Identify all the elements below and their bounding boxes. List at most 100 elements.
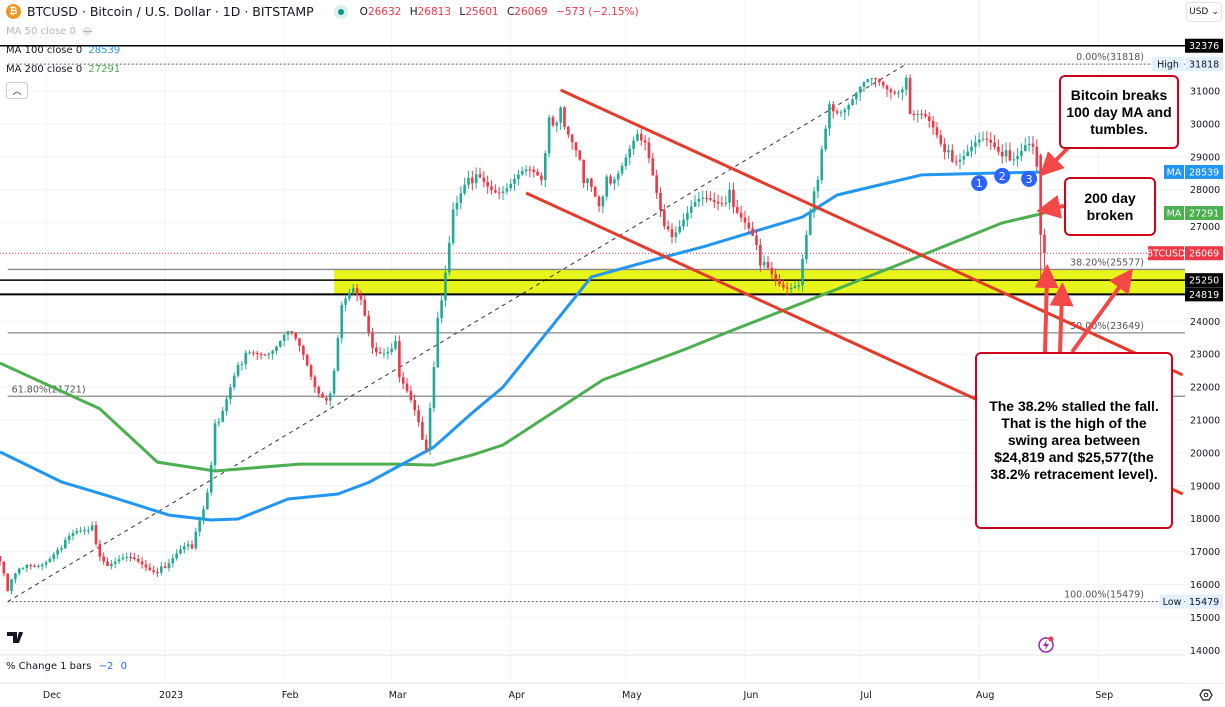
- lightning-icon[interactable]: [1038, 636, 1054, 653]
- candle: [770, 262, 774, 281]
- candle-body: [183, 546, 186, 550]
- fibonacci-retracement[interactable]: 0.00%(31818) 38.20%(25577) 50.00%(23649) 61…: [7, 52, 1185, 603]
- candle: [1035, 139, 1039, 171]
- candle-body: [371, 332, 374, 348]
- candle-body: [655, 175, 658, 193]
- price-axis[interactable]: 14000 15000 16000 17000 18000 19000 20000 21000…: [1147, 0, 1225, 683]
- candle-body: [766, 261, 770, 268]
- candle: [1012, 151, 1016, 166]
- candle-body: [478, 174, 482, 178]
- candle: [217, 417, 221, 427]
- currency-select[interactable]: USD ⌄: [1186, 2, 1222, 22]
- candle: [920, 109, 923, 120]
- candle-body: [912, 114, 916, 116]
- candle: [186, 540, 190, 551]
- candle: [801, 254, 804, 292]
- candle: [351, 284, 355, 296]
- candle-body: [190, 544, 194, 549]
- low-value: 25601: [465, 5, 499, 18]
- candle-body: [793, 286, 797, 288]
- candle-body: [375, 347, 378, 353]
- candle-body: [244, 353, 248, 365]
- candle-body: [639, 134, 643, 141]
- market-status-icon[interactable]: [333, 4, 348, 19]
- arrow-to-ma100: [1039, 144, 1072, 177]
- annotation-ma200-break[interactable]: 200 day broken: [1064, 177, 1156, 236]
- candle: [90, 521, 94, 532]
- candle: [1027, 135, 1031, 152]
- candle-body: [386, 351, 390, 354]
- price-tick-label: 27000: [1190, 222, 1220, 233]
- settings-gear-icon[interactable]: [1199, 689, 1213, 701]
- candle: [436, 311, 440, 368]
- candle-body: [762, 261, 766, 266]
- candle: [574, 141, 578, 157]
- candle: [87, 526, 90, 535]
- candle: [63, 537, 67, 550]
- candle: [79, 526, 82, 534]
- candle: [1016, 148, 1019, 167]
- candle-body: [789, 287, 793, 289]
- candle-body: [551, 117, 555, 126]
- candle-body: [332, 370, 336, 394]
- candle-body: [805, 234, 808, 260]
- candle: [620, 162, 624, 176]
- symbol-header[interactable]: ₿ BTCUSD · Bitcoin / U.S. Dollar · 1D · …: [6, 4, 644, 19]
- candles: [0, 74, 1046, 595]
- candle-body: [390, 348, 393, 352]
- high-label: H: [409, 5, 418, 18]
- candle-body: [367, 315, 370, 333]
- legend-ma100[interactable]: MA 100 close 0 28539: [6, 45, 120, 56]
- symbol-title[interactable]: BTCUSD · Bitcoin / U.S. Dollar · 1D · BI…: [27, 4, 314, 19]
- candle: [647, 137, 651, 164]
- candle-body: [17, 568, 21, 574]
- candle: [643, 135, 647, 151]
- horizontal-levels[interactable]: [0, 44, 1185, 296]
- change-value: −573 (−2.15%): [556, 5, 639, 18]
- time-axis[interactable]: Dec 2023 Feb Mar Apr May Jun Jul Aug Sep: [43, 690, 1113, 701]
- annotation-ma100-text: Bitcoin breaks 100 day MA and tumbles.: [1066, 86, 1172, 137]
- candle-body: [954, 161, 958, 163]
- annotation-ma100-break[interactable]: Bitcoin breaks 100 day MA and tumbles.: [1059, 75, 1179, 149]
- candle: [970, 139, 973, 158]
- fib-level-label: 100.00%(15479): [1064, 590, 1144, 601]
- candle-body: [106, 561, 109, 567]
- percent-change-indicator[interactable]: % Change 1 bars −2 0: [6, 661, 127, 672]
- candle: [309, 363, 313, 381]
- candle: [263, 353, 267, 356]
- candle: [152, 565, 155, 575]
- candle: [812, 187, 816, 218]
- price-tag-label: BTCUSD: [1147, 249, 1186, 260]
- candle: [816, 175, 820, 199]
- price-tick-label: 30000: [1190, 119, 1220, 130]
- price-axis-badge: [1185, 38, 1223, 53]
- annotation-fib-stall[interactable]: The 38.2% stalled the fall. That is the …: [975, 352, 1173, 529]
- arrow-to-ma200: [1036, 194, 1065, 219]
- legend-ma200[interactable]: MA 200 close 0 27291: [6, 64, 120, 75]
- candle: [167, 559, 171, 572]
- candle-body: [808, 212, 812, 235]
- candle: [75, 527, 79, 536]
- candle-body: [724, 202, 728, 204]
- candle-body: [659, 192, 662, 211]
- tradingview-logo[interactable]: [7, 632, 23, 643]
- candle-body: [889, 89, 893, 93]
- close-value: 26069: [514, 5, 548, 18]
- candle: [874, 77, 877, 88]
- candle-body: [328, 393, 332, 401]
- candle: [954, 155, 958, 167]
- eye-hidden-icon[interactable]: ◎: [83, 26, 92, 37]
- candle-body: [136, 558, 140, 562]
- candle: [847, 103, 850, 117]
- candle: [793, 281, 797, 289]
- candle: [355, 283, 359, 302]
- candle-body: [732, 189, 735, 208]
- candle: [225, 395, 228, 416]
- candle-body: [52, 554, 56, 559]
- candle: [1039, 153, 1042, 282]
- legend-ma50[interactable]: MA 50 close 0 ◎: [6, 26, 92, 37]
- collapse-legend-button[interactable]: ︿: [6, 82, 28, 99]
- candle: [14, 572, 17, 584]
- candle: [705, 190, 708, 203]
